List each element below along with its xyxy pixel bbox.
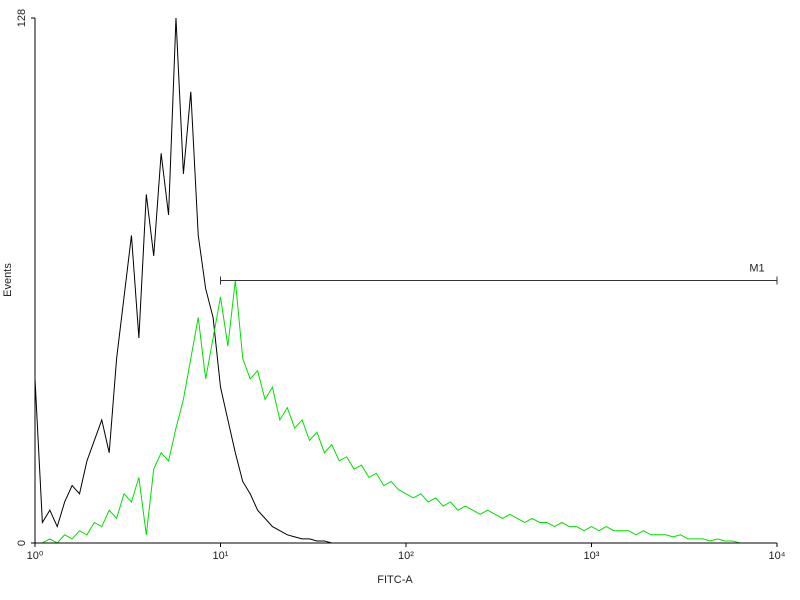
y-axis-label: Events: [2, 263, 14, 297]
x-axis-label: FITC-A: [377, 574, 413, 586]
x-tick-label: 10³: [584, 550, 600, 562]
marker-label: M1: [749, 262, 764, 274]
x-tick-label: 10¹: [213, 550, 229, 562]
y-tick-label: 128: [16, 9, 28, 27]
x-tick-label: 10⁴: [769, 550, 786, 562]
x-tick-label: 10²: [398, 550, 414, 562]
y-tick-label: 0: [16, 540, 28, 546]
x-tick-label: 10⁰: [27, 550, 44, 562]
series-line: [35, 280, 777, 544]
